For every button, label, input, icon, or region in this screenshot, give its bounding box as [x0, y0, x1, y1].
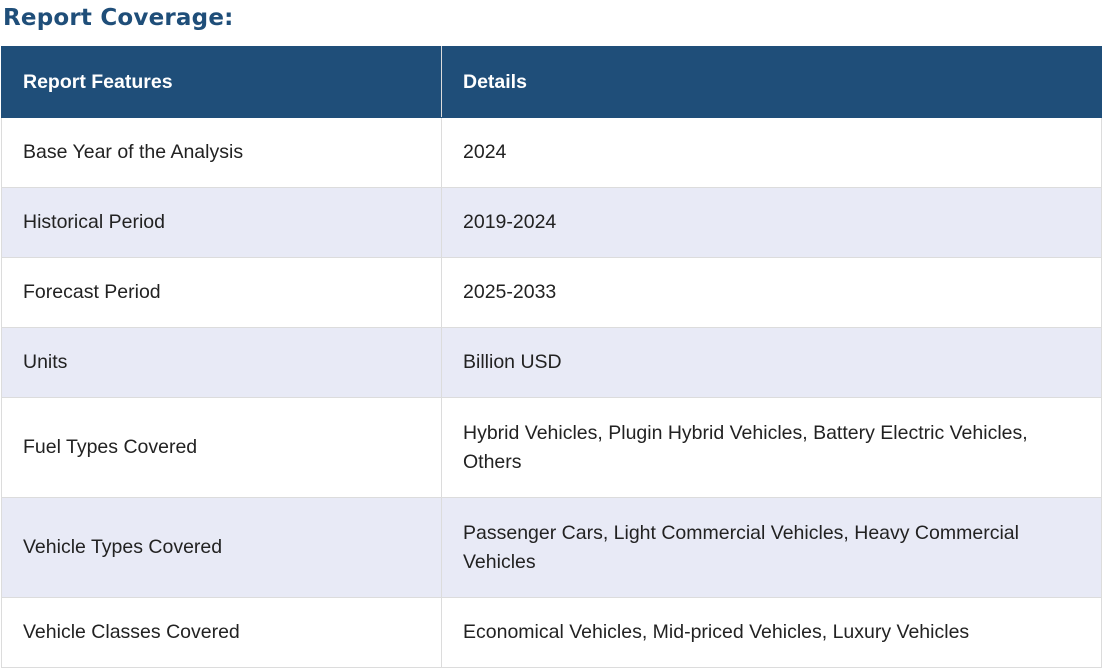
table-row: Vehicle Classes Covered Economical Vehic…	[1, 597, 1102, 668]
table-row: Fuel Types Covered Hybrid Vehicles, Plug…	[1, 397, 1102, 498]
detail-cell: 2025-2033	[441, 257, 1102, 328]
detail-cell: 2019-2024	[441, 187, 1102, 258]
column-header-report-features: Report Features	[1, 46, 442, 118]
feature-cell: Vehicle Types Covered	[1, 497, 442, 598]
feature-cell: Forecast Period	[1, 257, 442, 328]
feature-cell: Vehicle Classes Covered	[1, 597, 442, 668]
report-coverage-table: Report Features Details Base Year of the…	[1, 46, 1102, 668]
table-row: Vehicle Types Covered Passenger Cars, Li…	[1, 497, 1102, 598]
feature-cell: Historical Period	[1, 187, 442, 258]
detail-cell: Billion USD	[441, 327, 1102, 398]
column-header-details: Details	[441, 46, 1102, 118]
table-row: Historical Period 2019-2024	[1, 187, 1102, 258]
detail-cell: Passenger Cars, Light Commercial Vehicle…	[441, 497, 1102, 598]
table-header-row: Report Features Details	[1, 46, 1102, 118]
detail-cell: Economical Vehicles, Mid-priced Vehicles…	[441, 597, 1102, 668]
feature-cell: Units	[1, 327, 442, 398]
feature-cell: Base Year of the Analysis	[1, 117, 442, 188]
table-row: Base Year of the Analysis 2024	[1, 117, 1102, 188]
feature-cell: Fuel Types Covered	[1, 397, 442, 498]
table-row: Forecast Period 2025-2033	[1, 257, 1102, 328]
detail-cell: Hybrid Vehicles, Plugin Hybrid Vehicles,…	[441, 397, 1102, 498]
detail-cell: 2024	[441, 117, 1102, 188]
table-row: Units Billion USD	[1, 327, 1102, 398]
page-title: Report Coverage:	[3, 5, 234, 31]
